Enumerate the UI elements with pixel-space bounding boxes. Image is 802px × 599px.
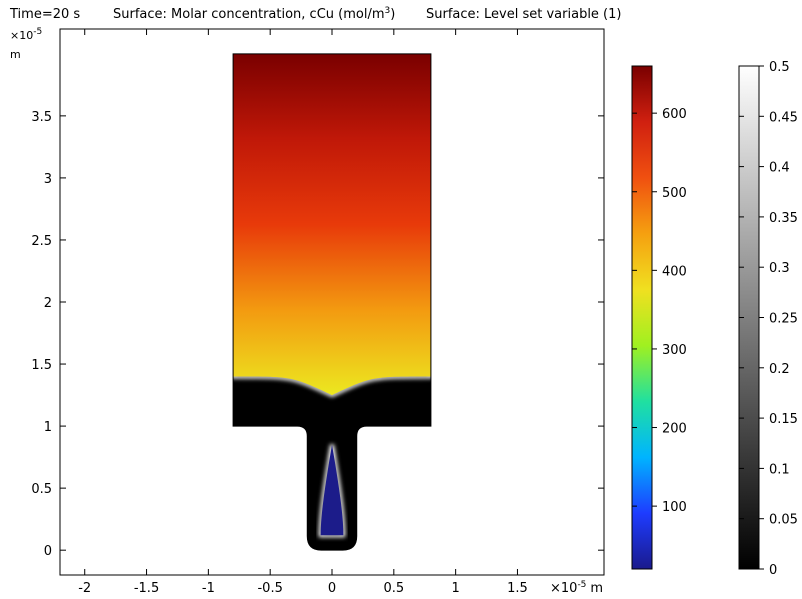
concentration-tick-label: 400 (662, 264, 687, 279)
electrolyte-region (233, 53, 431, 396)
y-tick-label: 0.5 (31, 482, 52, 497)
concentration-tick-label: 100 (662, 500, 687, 515)
x-scale-base: ×10 (550, 581, 577, 596)
x-tick-label: 0 (328, 581, 336, 596)
domain-border (232, 53, 432, 551)
y-unit-label: m (10, 48, 21, 61)
x-scale-label: ×10-5 m (550, 580, 603, 596)
x-tick-label: 1.5 (507, 581, 528, 596)
levelset-tick-label: 0.25 (769, 312, 798, 327)
levelset-tick-label: 0 (769, 563, 777, 578)
y-tick-label: 2 (44, 296, 52, 311)
void-region (320, 444, 344, 536)
surface1-title-exp: 3 (385, 6, 391, 16)
concentration-tick-label: 300 (662, 343, 687, 358)
x-tick-label: -0.5 (257, 581, 282, 596)
concentration-field (231, 51, 433, 551)
y-tick-label: 0 (44, 544, 52, 559)
surface1-title: Surface: Molar concentration, cCu (mol/m… (113, 6, 395, 22)
y-scale-base: ×10 (10, 29, 33, 42)
levelset-tick-label: 0.15 (769, 412, 798, 427)
levelset-tick-label: 0.5 (769, 60, 790, 75)
y-tick-label: 3.5 (31, 110, 52, 125)
x-unit-label: m (590, 581, 603, 596)
levelset-tick-label: 0.05 (769, 513, 798, 528)
levelset-tick-label: 0.35 (769, 211, 798, 226)
y-tick-label: 1 (44, 420, 52, 435)
interface-glow (231, 51, 433, 398)
y-scale-exp: -5 (33, 27, 42, 37)
concentration-tick-label: 500 (662, 186, 687, 201)
x-scale-exp: -5 (577, 580, 586, 590)
surface1-title-prefix: Surface: Molar concentration, cCu (mol/m (113, 7, 385, 22)
levelset-tick-label: 0.4 (769, 161, 790, 176)
levelset-tick-label: 0.1 (769, 462, 790, 477)
levelset-tick-label: 0.3 (769, 261, 790, 276)
surface2-title: Surface: Level set variable (1) (426, 7, 621, 22)
x-tick-label: -1 (202, 581, 215, 596)
y-tick-label: 3 (44, 172, 52, 187)
levelset-tick-label: 0.2 (769, 362, 790, 377)
axis-ticks: -2 -1.5 -1 -0.5 0 0.5 1 1.5 0 0.5 1 1.5 2 2.5 3 3.5 (31, 29, 604, 596)
x-tick-label: 0.5 (383, 581, 404, 596)
x-tick-label: 1 (451, 581, 459, 596)
y-tick-label: 2.5 (31, 234, 52, 249)
levelset-tick-label: 0.45 (769, 110, 798, 125)
x-tick-label: -1.5 (134, 581, 159, 596)
time-label: Time=20 s (9, 7, 80, 22)
x-tick-label: -2 (78, 581, 91, 596)
y-tick-label: 1.5 (31, 358, 52, 373)
concentration-colorbar-ticks: 100 200 300 400 500 600 (632, 107, 687, 515)
y-scale-label: ×10-5 (10, 27, 42, 42)
concentration-tick-label: 600 (662, 107, 687, 122)
concentration-colorbar (631, 65, 653, 570)
levelset-colorbar-ticks: 0 0.05 0.1 0.15 0.2 0.25 0.3 0.35 0.4 0.45 0.5 (739, 60, 798, 578)
surface1-title-suffix: ) (390, 7, 395, 22)
concentration-tick-label: 200 (662, 422, 687, 437)
